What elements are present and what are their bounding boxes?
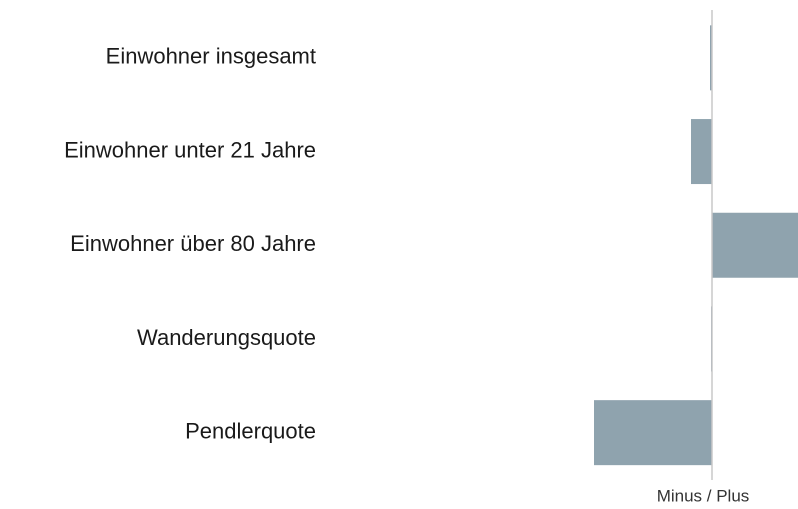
bar (712, 212, 798, 278)
bar (710, 25, 712, 91)
category-label: Pendlerquote (185, 418, 316, 443)
category-label: Einwohner insgesamt (106, 44, 316, 69)
category-label: Wanderungsquote (137, 325, 316, 350)
category-label: Einwohner unter 21 Jahre (64, 137, 316, 162)
category-label: Einwohner über 80 Jahre (70, 231, 316, 256)
bar (691, 119, 712, 185)
x-axis-label: Minus / Plus (657, 486, 750, 505)
bar (594, 400, 712, 466)
